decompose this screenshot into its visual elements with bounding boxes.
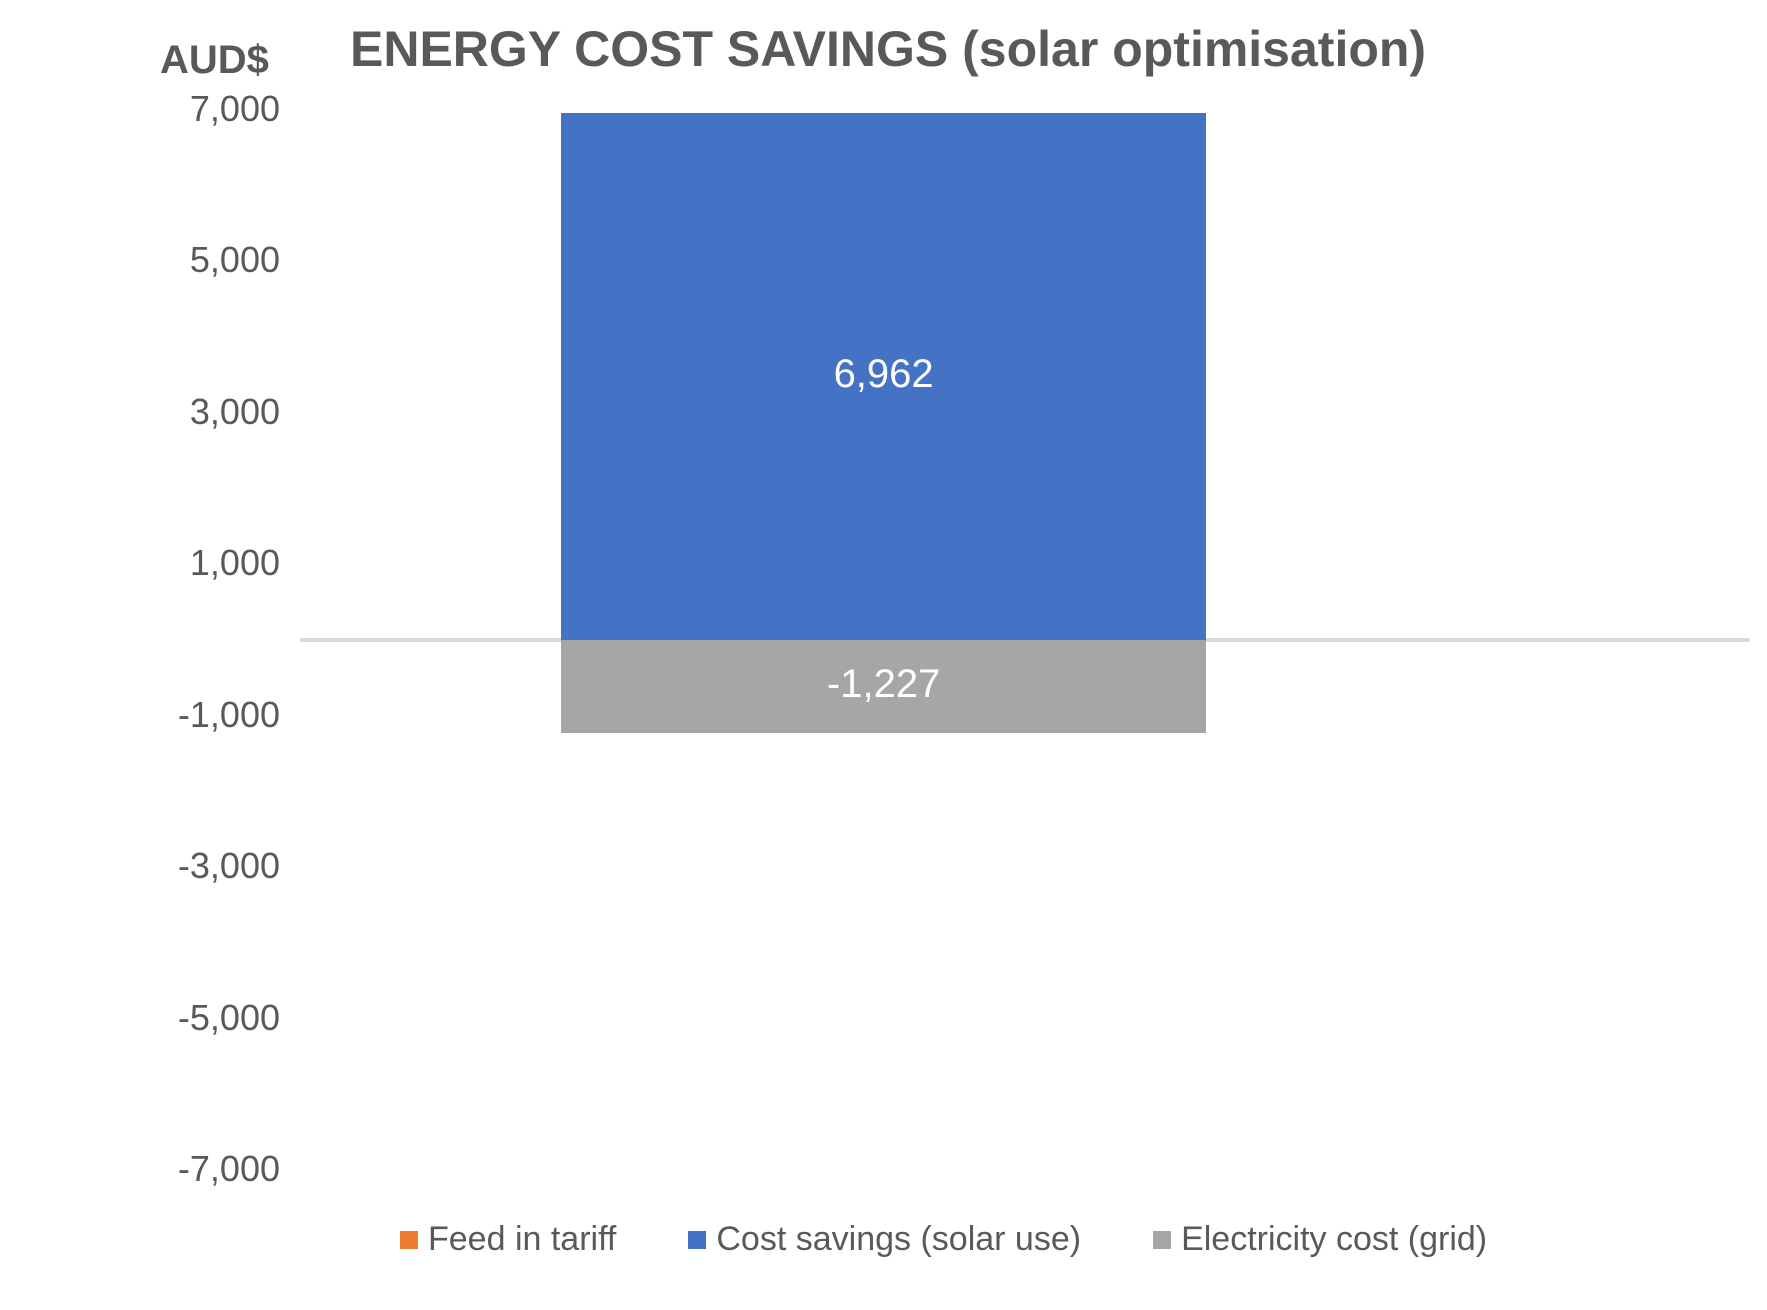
chart-container: ENERGY COST SAVINGS (solar optimisation)… — [0, 0, 1767, 1310]
y-tick-label: 1,000 — [120, 542, 280, 584]
bar-label-electricity: -1,227 — [561, 662, 1206, 707]
legend-item-feed_in_tariff: Feed in tariff — [400, 1220, 616, 1259]
legend-swatch-electricity — [1153, 1231, 1171, 1249]
legend-item-cost_savings: Cost savings (solar use) — [688, 1220, 1081, 1259]
y-tick-label: -7,000 — [120, 1148, 280, 1190]
y-axis-title: AUD$ — [160, 38, 269, 83]
bar-label-cost_savings: 6,962 — [561, 352, 1206, 397]
legend-label-cost_savings: Cost savings (solar use) — [716, 1220, 1081, 1259]
chart-title: ENERGY COST SAVINGS (solar optimisation) — [350, 20, 1426, 78]
legend-swatch-cost_savings — [688, 1231, 706, 1249]
legend-swatch-feed_in_tariff — [400, 1231, 418, 1249]
y-tick-label: 3,000 — [120, 391, 280, 433]
y-tick-label: -5,000 — [120, 997, 280, 1039]
y-tick-label: 5,000 — [120, 239, 280, 281]
y-tick-label: 7,000 — [120, 88, 280, 130]
legend-label-feed_in_tariff: Feed in tariff — [428, 1220, 616, 1259]
y-tick-label: -1,000 — [120, 694, 280, 736]
legend-label-electricity: Electricity cost (grid) — [1181, 1220, 1487, 1259]
legend: Feed in tariff Cost savings (solar use) El… — [400, 1220, 1487, 1259]
y-tick-label: -3,000 — [120, 845, 280, 887]
legend-item-electricity: Electricity cost (grid) — [1153, 1220, 1487, 1259]
plot-area: 6,962 -1,227 — [300, 110, 1750, 1170]
